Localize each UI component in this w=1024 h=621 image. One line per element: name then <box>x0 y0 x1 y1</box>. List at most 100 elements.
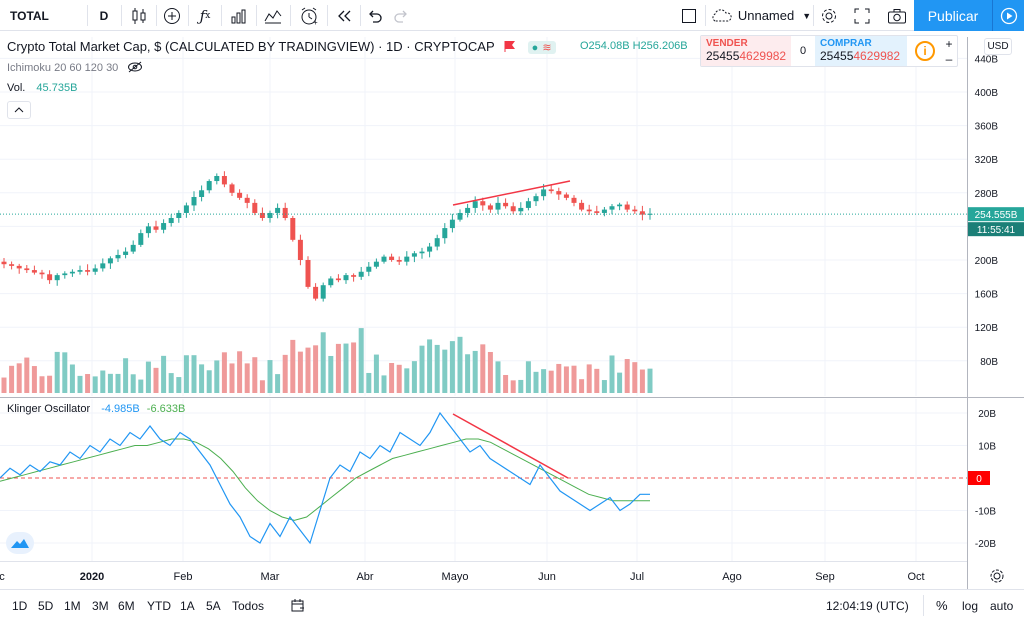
time-tick-label: c <box>0 571 5 583</box>
chart-canvas[interactable]: 440B400B360B320B280B240B200B160B120B80B2… <box>0 31 1024 589</box>
alert-icon[interactable]: + <box>294 0 324 31</box>
range-3m[interactable]: 3M <box>92 598 109 613</box>
candle-body <box>221 176 227 185</box>
publish-button[interactable]: Publicar <box>914 0 992 31</box>
candle-body <box>495 202 501 210</box>
time-tick-label: Oct <box>907 571 924 583</box>
compare-icon[interactable] <box>158 0 186 31</box>
plus-icon[interactable]: + <box>945 36 953 51</box>
volume-bar <box>449 341 455 393</box>
volume-bar <box>282 354 288 393</box>
volume-legend[interactable]: Vol. 45.735B <box>7 82 78 94</box>
countdown-label: 11:55:41 <box>977 225 1016 236</box>
interval-button[interactable]: D <box>99 8 109 23</box>
separator <box>221 5 222 26</box>
axis-settings-gear-icon[interactable] <box>990 569 1004 583</box>
range-ytd[interactable]: YTD <box>147 598 171 613</box>
separator <box>188 5 189 26</box>
log-toggle[interactable]: log <box>962 598 979 613</box>
candle-body <box>229 184 235 193</box>
chart-grid <box>0 37 1024 589</box>
buy-button[interactable]: COMPRAR 254554629982 <box>815 36 907 66</box>
compare-lines-icon[interactable] <box>258 0 288 31</box>
volume-bar <box>92 376 98 393</box>
volume-bar <box>609 355 615 393</box>
tradingview-logo-icon[interactable] <box>6 532 34 554</box>
candle-body <box>77 270 83 272</box>
candle-body <box>85 270 91 272</box>
redo-icon[interactable] <box>388 0 414 31</box>
volume-bar <box>480 344 486 393</box>
info-icon[interactable]: i <box>915 41 935 61</box>
range-5d[interactable]: 5D <box>38 598 54 613</box>
range-6m[interactable]: 6M <box>118 598 135 613</box>
candle-body <box>639 211 645 215</box>
undo-icon[interactable] <box>362 0 388 31</box>
time-tick-label: Ago <box>722 571 742 583</box>
range-1d[interactable]: 1D <box>12 598 28 613</box>
layout-icon[interactable] <box>676 0 702 31</box>
volume-bar <box>206 370 212 393</box>
camera-icon[interactable] <box>882 0 912 31</box>
range-5a[interactable]: 5A <box>206 598 221 613</box>
volume-bar <box>487 351 493 393</box>
candle-body <box>647 213 653 215</box>
volume-bar <box>229 363 235 393</box>
candle-body <box>510 206 516 212</box>
volume-bar <box>411 361 417 393</box>
currency-button[interactable]: USD <box>984 38 1012 55</box>
volume-bar <box>594 368 600 393</box>
quantity-field[interactable]: 0 <box>799 45 807 57</box>
flag-icon[interactable] <box>504 40 516 52</box>
replay-icon[interactable] <box>330 0 358 31</box>
eye-hidden-icon[interactable] <box>127 61 143 73</box>
candle-body <box>586 209 592 212</box>
candle-body <box>290 218 296 240</box>
volume-bar <box>518 379 524 393</box>
play-icon[interactable] <box>992 0 1024 31</box>
chart-title[interactable]: Crypto Total Market Cap, $ (CALCULATED B… <box>7 39 556 54</box>
fullscreen-icon[interactable] <box>848 0 876 31</box>
ichimoku-legend[interactable]: Ichimoku 20 60 120 30 <box>7 61 143 74</box>
layout-name-dropdown[interactable]: Unnamed ▼ <box>708 0 812 31</box>
bottom-toolbar: 1D 5D 1M 3M 6M YTD 1A 5A Todos 12:04:19 (UTC) % … <box>0 589 1024 620</box>
volume-bar <box>495 361 501 393</box>
candle-body <box>503 202 509 207</box>
minus-icon[interactable]: – <box>945 51 953 66</box>
candle-body <box>107 258 113 264</box>
volume-bar <box>366 372 372 393</box>
settings-gear-icon[interactable] <box>815 0 843 31</box>
candle-body <box>320 285 326 299</box>
candle-body <box>442 228 448 239</box>
symbol-search[interactable]: TOTAL <box>10 8 49 23</box>
volume-bar <box>442 349 448 393</box>
candle-body <box>1 261 7 265</box>
range-todos[interactable]: Todos <box>232 598 265 613</box>
price-tick-label: 160B <box>975 290 999 301</box>
goto-date-icon[interactable] <box>290 590 306 621</box>
chart-type-icon[interactable] <box>124 0 154 31</box>
candle-body <box>138 233 144 245</box>
klinger-legend[interactable]: Klinger Oscillator -4.985B -6.633B <box>7 403 186 415</box>
sell-button[interactable]: VENDER 254554629982 <box>701 36 791 66</box>
range-1a[interactable]: 1A <box>180 598 195 613</box>
time-tick-label: Feb <box>174 571 193 583</box>
volume-bar <box>199 364 205 393</box>
collapse-legend-button[interactable] <box>7 101 31 119</box>
range-1m[interactable]: 1M <box>64 598 81 613</box>
price-candles <box>0 171 967 302</box>
candle-body <box>480 201 486 206</box>
percent-toggle[interactable]: % <box>936 598 948 613</box>
volume-bar <box>556 363 562 393</box>
volume-bar <box>510 380 516 393</box>
templates-icon[interactable] <box>224 0 254 31</box>
auto-toggle[interactable]: auto <box>990 598 1014 613</box>
candle-body <box>427 246 433 252</box>
volume-bar <box>130 374 136 393</box>
volume-bar <box>161 355 167 393</box>
volume-bar <box>123 358 129 393</box>
cloud-icon <box>712 8 732 21</box>
last-price-label-bg <box>968 207 1024 222</box>
clock-readout[interactable]: 12:04:19 (UTC) <box>826 598 909 613</box>
